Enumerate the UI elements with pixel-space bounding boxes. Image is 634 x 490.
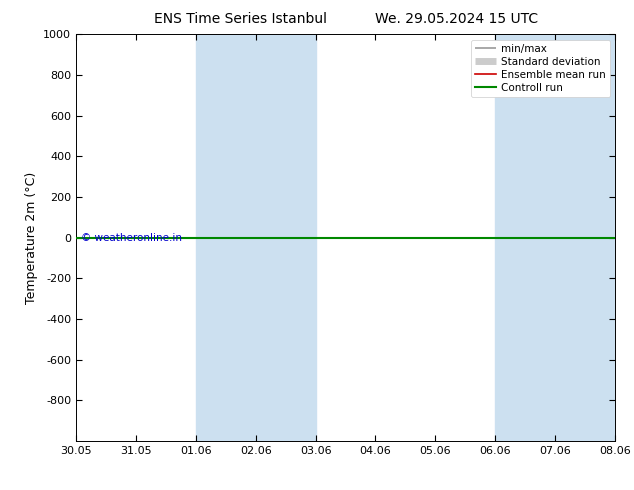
Text: We. 29.05.2024 15 UTC: We. 29.05.2024 15 UTC — [375, 12, 538, 26]
Legend: min/max, Standard deviation, Ensemble mean run, Controll run: min/max, Standard deviation, Ensemble me… — [470, 40, 610, 97]
Bar — [495, 34, 615, 441]
Text: © weatheronline.in: © weatheronline.in — [81, 233, 183, 243]
Bar — [196, 34, 316, 441]
Y-axis label: Temperature 2m (°C): Temperature 2m (°C) — [25, 172, 37, 304]
Text: ENS Time Series Istanbul: ENS Time Series Istanbul — [155, 12, 327, 26]
